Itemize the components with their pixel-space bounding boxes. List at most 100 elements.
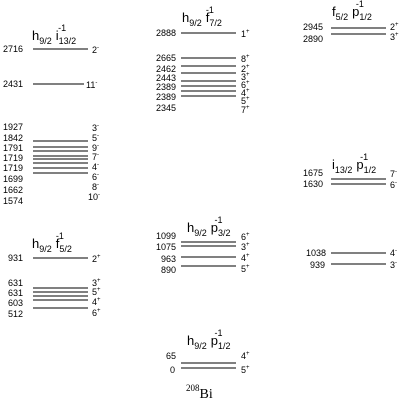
level-spin: 6-: [92, 172, 99, 182]
level-spin: 4+: [92, 297, 101, 307]
level-spin: 2+: [92, 254, 101, 264]
level-row: 1630 6-: [303, 179, 397, 190]
level-spin: 2-: [92, 45, 99, 55]
level-spin: 3-: [92, 123, 99, 133]
group-f5-p1: f5/2 p1/2-1 2945 2+ 2890 3+: [303, 0, 399, 44]
level-spin: 5+: [92, 287, 101, 297]
level-energy: 631: [8, 288, 23, 298]
level-row: 7+: [181, 95, 250, 115]
nuclide-label: 208Bi: [186, 383, 213, 402]
level-row: 2389 4+: [156, 85, 250, 102]
level-row: 2890 3+: [303, 32, 399, 44]
level-row: 631 3+: [8, 278, 101, 289]
level-energy: 603: [8, 298, 23, 308]
level-row: 890 5+: [161, 264, 250, 275]
level-spin: 7-: [92, 152, 99, 162]
level-row: 1038 4-: [306, 248, 397, 258]
level-energy: 1038: [306, 248, 326, 258]
level-row: 2665 8+: [156, 53, 250, 64]
level-spin: 4-: [390, 248, 397, 258]
level-row: 2389 6+: [156, 80, 250, 92]
level-energy: 2665: [156, 53, 176, 63]
level-spin: 4+: [241, 351, 250, 361]
level-spin: 5+: [241, 96, 250, 106]
level-spin: 11-: [86, 80, 97, 90]
level-row: 1574 10-: [3, 172, 100, 206]
level-row: 65 4+: [166, 351, 250, 364]
level-spin: 5+: [241, 264, 250, 274]
group-h9-p1: h9/2 p1/2-1 65 4+ 0 5+: [166, 328, 250, 375]
level-energy: 1842: [3, 133, 23, 143]
level-spin: 3+: [390, 32, 399, 42]
level-energy: 2443: [156, 73, 176, 83]
level-row: 2443 3+: [156, 72, 250, 83]
config-label-h9-f7: h9/2 f7/2-1: [182, 5, 222, 28]
level-energy: 1075: [156, 242, 176, 252]
level-energy: 2462: [156, 64, 176, 74]
level-spin: 3-: [390, 260, 397, 270]
level-energy: 1699: [3, 174, 23, 184]
level-energy: 2389: [156, 92, 176, 102]
level-spin: 9-: [92, 143, 99, 153]
level-energy: 963: [161, 254, 176, 264]
level-spin: 2+: [241, 64, 250, 74]
level-spin: 6+: [92, 308, 101, 318]
group-unlabeled-right: 1038 4- 939 3-: [306, 248, 397, 270]
level-energy: 2389: [156, 82, 176, 92]
level-energy: 1662: [3, 185, 23, 195]
config-label-h9-i13: h9/2 i13/2-1: [32, 23, 76, 46]
level-spin: 4-: [92, 162, 99, 172]
level-row: 631 5+: [8, 287, 101, 298]
level-energy: 1675: [303, 168, 323, 178]
level-spin: 3+: [241, 72, 250, 82]
level-spin: 8+: [241, 54, 250, 64]
level-energy: 1719: [3, 153, 23, 163]
level-row: 963 4+: [161, 253, 250, 264]
group-h9-i13: h9/2 i13/2-1 2716 2- 2431 11-: [3, 23, 99, 90]
level-spin: 5+: [241, 365, 250, 375]
group-i13-p1: i13/2 p1/2-1 1675 7- 1630 6-: [303, 152, 397, 190]
level-energy: 1719: [3, 163, 23, 173]
group-h9-p3: h9/2 p3/2-1 1099 6+ 1075 3+ 963 4+ 890 5+: [156, 215, 250, 275]
level-row: 512 6+: [8, 299, 101, 319]
group-h9-f7: h9/2 f7/2-1 2888 1+ 2665 8+ 2462 2+ 2443 …: [156, 5, 250, 115]
level-row: 0 5+: [170, 365, 250, 375]
level-energy: 2888: [156, 28, 176, 38]
level-row: 931 2+: [8, 253, 101, 264]
level-spin: 1+: [241, 29, 250, 39]
level-spin: 10-: [88, 192, 100, 202]
level-energy: 2345: [156, 103, 176, 113]
group-h9-i13-multiplet: 1927 3- 1842 5- 1791 9- 1719 7- 1719: [3, 122, 100, 206]
config-label-h9-f5: h9/2 f5/2-1: [32, 231, 72, 254]
level-energy: 1099: [156, 231, 176, 241]
level-row: 1662 8-: [3, 167, 99, 195]
level-energy: 890: [161, 265, 176, 275]
level-spin: 4+: [241, 88, 250, 98]
level-row: 1719 4-: [3, 158, 99, 173]
config-label-f5-p1: f5/2 p1/2-1: [332, 0, 372, 22]
group-h9-f5: h9/2 f5/2-1 931 2+ 631 3+ 631 5+ 603 4+: [8, 231, 101, 319]
level-spin: 7-: [390, 169, 397, 179]
level-energy: 1574: [3, 196, 23, 206]
level-row: 2431 11-: [3, 79, 97, 90]
level-spin: 6+: [241, 80, 250, 90]
config-label-h9-p3: h9/2 p3/2-1: [187, 215, 231, 238]
level-spin: 5-: [92, 133, 99, 143]
level-energy: 0: [170, 365, 175, 375]
level-spin: 6+: [241, 232, 250, 242]
level-energy: 631: [8, 278, 23, 288]
level-energy: 931: [8, 253, 23, 263]
level-row: 2945 2+: [303, 22, 399, 32]
level-spin: 3+: [241, 242, 250, 252]
level-spin: 6-: [390, 180, 397, 190]
level-row: 2716 2-: [3, 44, 99, 55]
level-row: 1927 3-: [3, 122, 99, 142]
level-row: 939 3-: [310, 260, 397, 270]
level-row: 2462 2+: [156, 64, 250, 74]
level-row: 1099 6+: [156, 231, 250, 243]
level-energy: 512: [8, 309, 23, 319]
level-energy: 65: [166, 351, 176, 361]
level-row: 603 4+: [8, 295, 101, 308]
